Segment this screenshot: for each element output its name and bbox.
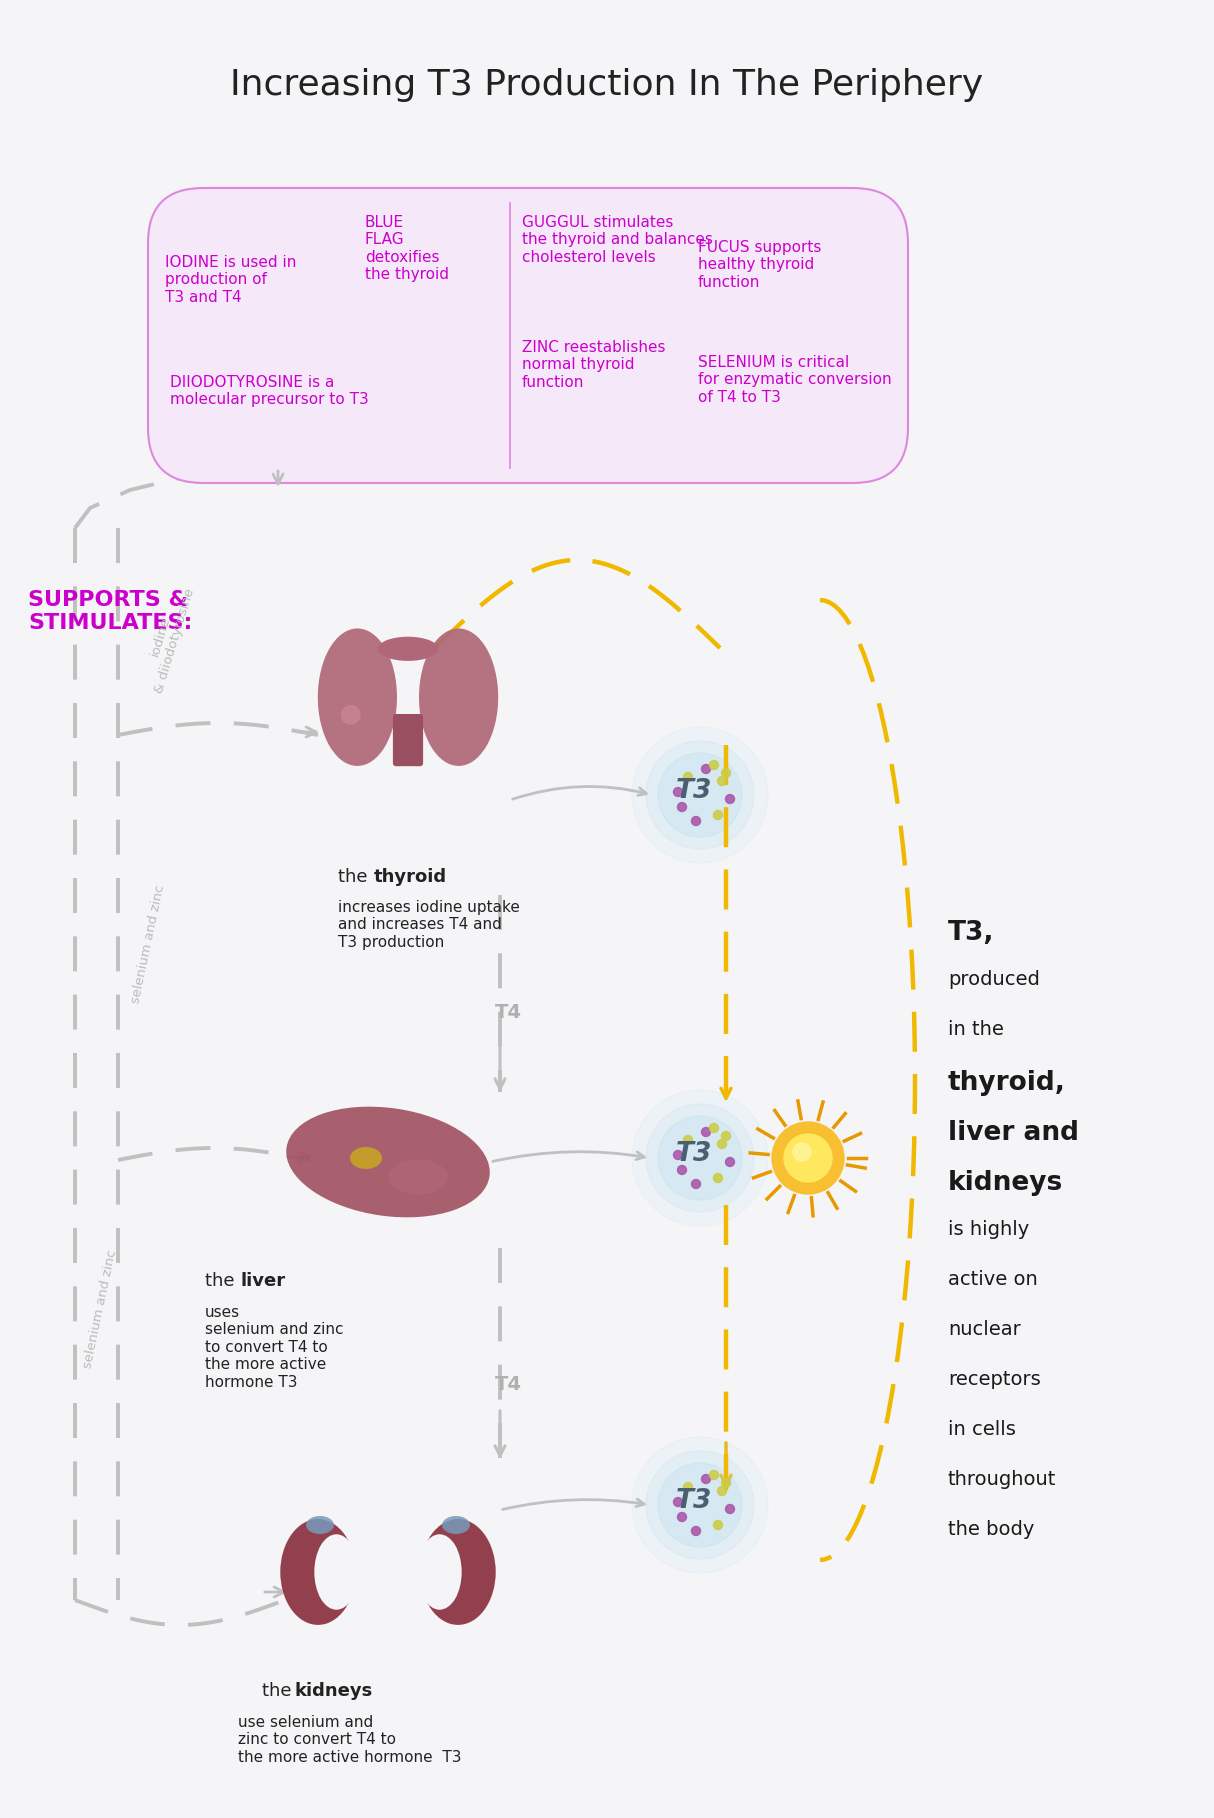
Circle shape [677, 1165, 686, 1174]
Circle shape [674, 1151, 682, 1160]
Circle shape [717, 776, 726, 785]
Circle shape [784, 1134, 832, 1182]
Text: selenium and zinc: selenium and zinc [81, 1249, 119, 1371]
Circle shape [702, 1474, 710, 1483]
Text: T3: T3 [676, 1487, 713, 1514]
Text: the body: the body [948, 1520, 1034, 1540]
Text: the: the [205, 1273, 240, 1291]
Text: liver and: liver and [948, 1120, 1079, 1145]
Text: in the: in the [948, 1020, 1004, 1040]
Circle shape [646, 1104, 754, 1213]
Circle shape [646, 742, 754, 849]
Circle shape [717, 1140, 726, 1149]
Text: Increasing T3 Production In The Periphery: Increasing T3 Production In The Peripher… [231, 67, 983, 102]
Text: increases iodine uptake
and increases T4 and
T3 production: increases iodine uptake and increases T4… [337, 900, 520, 949]
Circle shape [721, 769, 731, 778]
Circle shape [709, 1124, 719, 1133]
Circle shape [632, 1091, 768, 1225]
Ellipse shape [350, 1147, 382, 1169]
Text: T4: T4 [494, 1376, 522, 1394]
Circle shape [683, 1482, 692, 1491]
Circle shape [772, 1122, 844, 1194]
Circle shape [677, 1513, 686, 1522]
Circle shape [702, 1127, 710, 1136]
Text: in cells: in cells [948, 1420, 1016, 1440]
Text: T4: T4 [494, 1002, 522, 1022]
Circle shape [702, 765, 710, 773]
Circle shape [717, 1487, 726, 1496]
Text: kidneys: kidneys [948, 1171, 1063, 1196]
Circle shape [726, 1505, 734, 1514]
Ellipse shape [419, 629, 498, 765]
Circle shape [683, 1136, 692, 1145]
Ellipse shape [280, 1520, 356, 1625]
Text: SELENIUM is critical
for enzymatic conversion
of T4 to T3: SELENIUM is critical for enzymatic conve… [698, 355, 891, 405]
Ellipse shape [341, 705, 361, 725]
Circle shape [709, 1471, 719, 1480]
Text: BLUE
FLAG
detoxifies
the thyroid: BLUE FLAG detoxifies the thyroid [365, 215, 449, 282]
Circle shape [658, 1116, 742, 1200]
Circle shape [714, 811, 722, 820]
Circle shape [674, 787, 682, 796]
Circle shape [674, 1498, 682, 1507]
Text: throughout: throughout [948, 1471, 1056, 1489]
Circle shape [692, 816, 700, 825]
FancyBboxPatch shape [148, 187, 908, 484]
Circle shape [677, 802, 686, 811]
Ellipse shape [287, 1107, 489, 1218]
Text: use selenium and
zinc to convert T4 to
the more active hormone  T3: use selenium and zinc to convert T4 to t… [238, 1714, 461, 1765]
Text: T3,: T3, [948, 920, 994, 945]
Text: active on: active on [948, 1271, 1038, 1289]
Ellipse shape [442, 1516, 470, 1534]
Circle shape [632, 1436, 768, 1573]
Text: is highly: is highly [948, 1220, 1029, 1240]
Text: SUPPORTS &
STIMULATES:: SUPPORTS & STIMULATES: [28, 591, 192, 633]
Text: the: the [262, 1682, 297, 1700]
Text: T3: T3 [676, 1142, 713, 1167]
Ellipse shape [388, 1160, 448, 1194]
Circle shape [726, 794, 734, 804]
Text: thyroid,: thyroid, [948, 1071, 1066, 1096]
Text: GUGGUL stimulates
the thyroid and balances
cholesterol levels: GUGGUL stimulates the thyroid and balanc… [522, 215, 713, 265]
Circle shape [721, 1478, 731, 1487]
Text: IODINE is used in
production of
T3 and T4: IODINE is used in production of T3 and T… [165, 255, 296, 305]
Circle shape [692, 1180, 700, 1189]
Circle shape [709, 760, 719, 769]
Ellipse shape [418, 1534, 461, 1609]
Text: produced: produced [948, 971, 1040, 989]
Circle shape [714, 1520, 722, 1529]
Circle shape [683, 773, 692, 782]
Ellipse shape [318, 629, 397, 765]
Circle shape [658, 753, 742, 836]
Circle shape [692, 1527, 700, 1536]
Circle shape [632, 727, 768, 864]
Text: kidneys: kidneys [295, 1682, 373, 1700]
Text: the: the [337, 867, 373, 885]
Circle shape [721, 1131, 731, 1140]
Text: thyroid: thyroid [374, 867, 447, 885]
Text: liver: liver [240, 1273, 285, 1291]
Circle shape [793, 1144, 811, 1162]
Circle shape [714, 1173, 722, 1182]
Circle shape [726, 1158, 734, 1167]
Ellipse shape [420, 1520, 495, 1625]
Text: selenium and zinc: selenium and zinc [129, 884, 168, 1005]
Ellipse shape [378, 636, 438, 662]
Circle shape [646, 1451, 754, 1560]
Ellipse shape [306, 1516, 334, 1534]
Text: iodine
& diiodotyrosine: iodine & diiodotyrosine [138, 582, 198, 694]
Text: uses
selenium and zinc
to convert T4 to
the more active
hormone T3: uses selenium and zinc to convert T4 to … [205, 1305, 344, 1389]
Circle shape [658, 1463, 742, 1547]
Text: FUCUS supports
healthy thyroid
function: FUCUS supports healthy thyroid function [698, 240, 822, 289]
Text: T3: T3 [676, 778, 713, 804]
Text: ZINC reestablishes
normal thyroid
function: ZINC reestablishes normal thyroid functi… [522, 340, 665, 389]
Text: DIIODOTYROSINE is a
molecular precursor to T3: DIIODOTYROSINE is a molecular precursor … [170, 375, 369, 407]
Ellipse shape [314, 1534, 358, 1609]
Text: receptors: receptors [948, 1371, 1040, 1389]
Text: nuclear: nuclear [948, 1320, 1021, 1340]
FancyBboxPatch shape [393, 714, 424, 765]
